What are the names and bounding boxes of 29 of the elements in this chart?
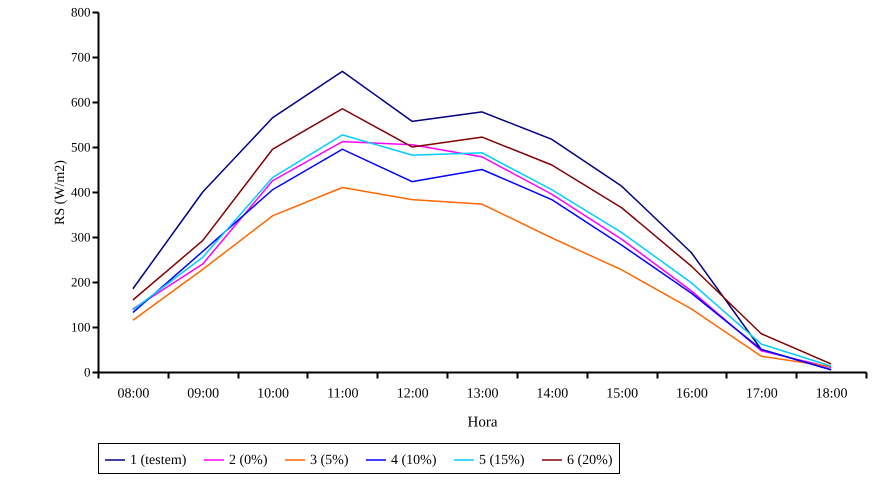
y-tick-label: 200 <box>71 274 90 290</box>
x-tick-label: 08:00 <box>117 386 150 402</box>
legend-label: 4 (10%) <box>391 453 437 468</box>
x-tick-label: 16:00 <box>676 386 708 402</box>
legend-label: 2 (0%) <box>229 453 268 468</box>
y-tick-label: 100 <box>71 320 90 334</box>
x-tick-label: 12:00 <box>396 386 429 402</box>
y-tick-label: 700 <box>71 50 90 64</box>
x-tick-label: 10:00 <box>257 386 289 402</box>
y-tick-label: 800 <box>71 4 90 20</box>
y-tick-label: 600 <box>71 94 90 110</box>
x-tick-label: 13:00 <box>466 386 498 402</box>
x-tick-label: 09:00 <box>187 386 220 402</box>
y-axis-title: RS (W/m2) <box>53 160 68 225</box>
x-tick-label: 11:00 <box>327 386 359 402</box>
y-tick-label: 0 <box>84 364 90 380</box>
x-tick-label: 14:00 <box>536 386 568 402</box>
x-axis-title: Hora <box>468 414 498 430</box>
y-tick-label: 400 <box>71 184 90 200</box>
legend-label: 3 (5%) <box>310 453 349 468</box>
legend-label: 6 (20%) <box>567 453 613 468</box>
y-tick-label: 300 <box>71 230 90 244</box>
line-series <box>132 186 832 368</box>
legend-label: 1 (testem) <box>130 453 187 468</box>
x-tick-label: 15:00 <box>606 386 638 402</box>
x-tick-label: 17:00 <box>746 386 778 402</box>
legend-label: 5 (15%) <box>479 453 525 468</box>
x-tick-label: 18:00 <box>816 386 848 402</box>
y-tick-label: 500 <box>71 140 90 154</box>
